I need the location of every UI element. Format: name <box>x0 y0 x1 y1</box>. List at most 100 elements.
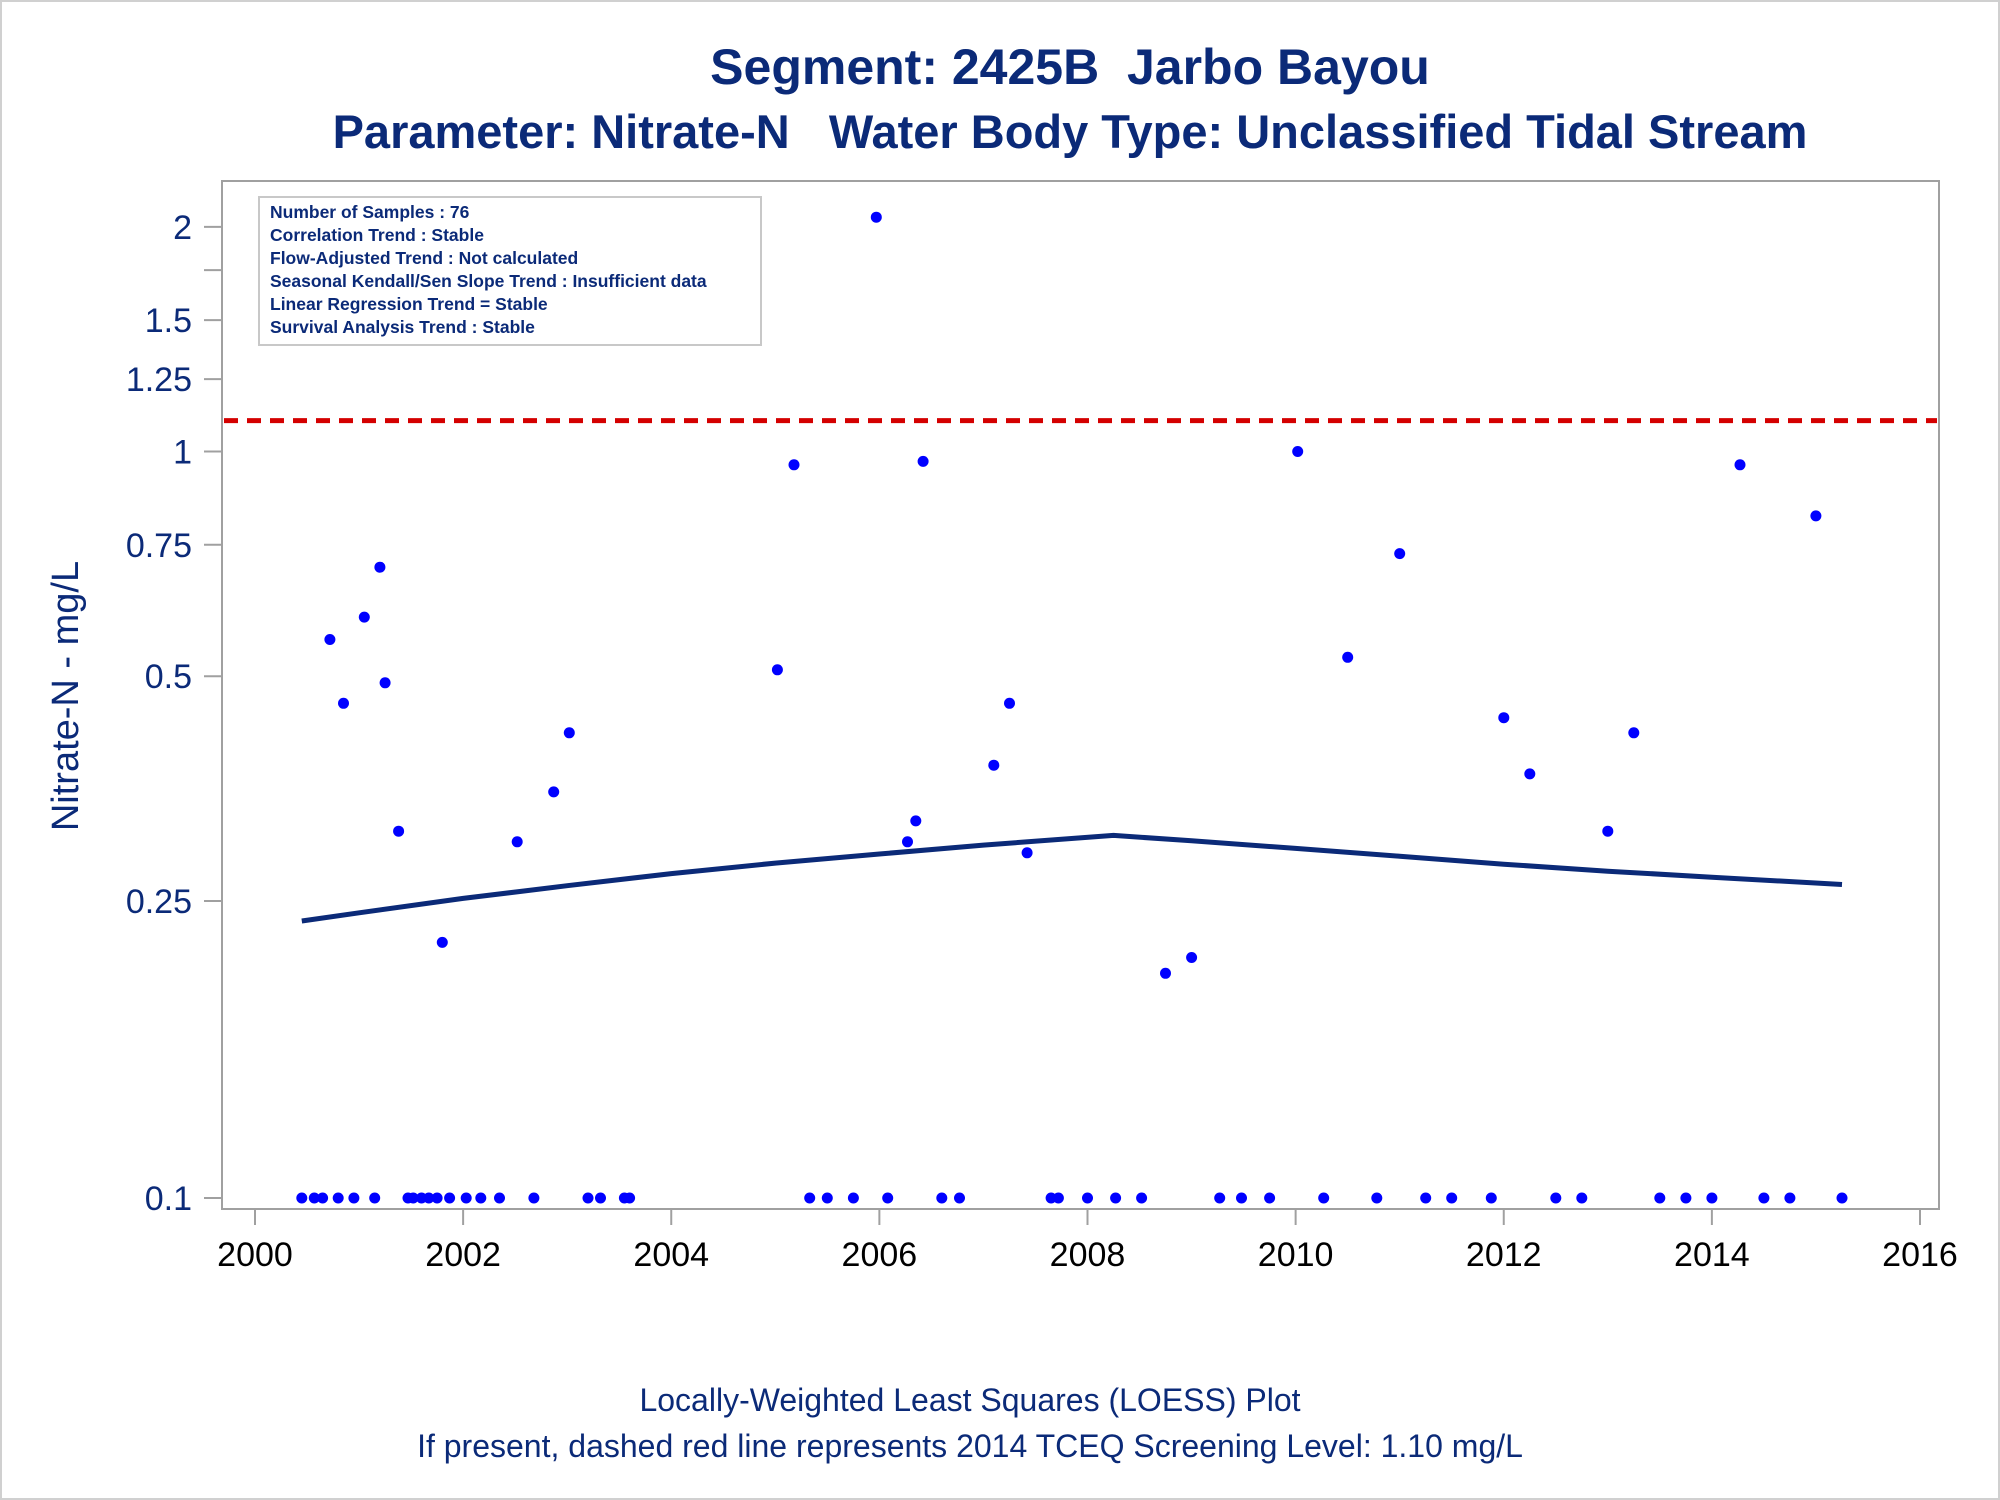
stat-seasonal-kendall-trend: Seasonal Kendall/Sen Slope Trend : Insuf… <box>270 271 707 291</box>
data-point <box>1342 651 1354 663</box>
data-point <box>423 1192 435 1204</box>
data-point <box>1524 768 1536 780</box>
chart-title: Segment: 2425B Jarbo Bayou <box>710 39 1430 95</box>
data-point <box>374 561 386 573</box>
data-point <box>902 836 913 848</box>
data-point <box>1136 1192 1148 1204</box>
data-point <box>1550 1192 1562 1204</box>
data-point <box>563 727 575 739</box>
x-tick-label: 2010 <box>1258 1236 1334 1274</box>
data-point <box>1784 1192 1796 1204</box>
data-point <box>308 1192 320 1204</box>
x-tick-label: 2004 <box>633 1236 709 1274</box>
data-point <box>1394 548 1406 560</box>
stat-linear-regression-trend: Linear Regression Trend = Stable <box>270 294 548 314</box>
y-axis-label: Nitrate-N - mg/L <box>45 561 87 831</box>
data-point <box>460 1192 472 1204</box>
data-point <box>624 1192 636 1204</box>
data-point <box>528 1192 540 1204</box>
data-point <box>431 1192 443 1204</box>
x-tick-label: 2016 <box>1882 1236 1958 1274</box>
y-tick-label: 0.75 <box>126 527 192 565</box>
data-point <box>1264 1192 1276 1204</box>
data-point <box>1292 446 1304 457</box>
data-point <box>407 1192 419 1204</box>
footnote-loess: Locally-Weighted Least Squares (LOESS) P… <box>639 1382 1301 1418</box>
data-point <box>317 1192 329 1204</box>
data-point <box>1485 1192 1497 1204</box>
data-point <box>1110 1192 1122 1204</box>
data-point <box>1160 967 1171 979</box>
data-point <box>804 1192 816 1204</box>
y-tick-label: 0.5 <box>145 658 192 696</box>
statistics-box: Number of Samples : 76 Correlation Trend… <box>258 196 762 346</box>
data-point <box>296 1192 308 1204</box>
data-point <box>332 1192 344 1204</box>
data-point <box>847 1192 859 1204</box>
data-point <box>475 1192 487 1204</box>
data-point <box>379 677 391 689</box>
data-point <box>1758 1192 1770 1204</box>
data-point <box>870 211 882 223</box>
data-point <box>988 759 1000 771</box>
y-tick-label: 0.25 <box>126 883 192 921</box>
data-point <box>324 634 336 645</box>
data-point <box>358 611 370 623</box>
data-point <box>1371 1192 1383 1204</box>
data-point <box>1680 1192 1692 1204</box>
data-point <box>954 1192 965 1204</box>
data-point <box>444 1192 456 1204</box>
data-point <box>1706 1192 1718 1204</box>
data-point <box>1734 459 1746 471</box>
stat-number-of-samples: Number of Samples : 76 <box>270 202 470 222</box>
data-point <box>348 1192 360 1204</box>
data-point <box>1236 1192 1247 1204</box>
data-point <box>788 459 800 471</box>
chart-subtitle: Parameter: Nitrate-N Water Body Type: Un… <box>332 105 1808 158</box>
data-point <box>821 1192 833 1204</box>
data-point <box>1498 712 1510 724</box>
data-point <box>1628 727 1640 739</box>
data-point <box>1082 1192 1093 1204</box>
data-point <box>1214 1192 1226 1204</box>
data-point <box>595 1192 606 1204</box>
data-point <box>494 1192 505 1204</box>
data-point <box>1446 1192 1458 1204</box>
data-point <box>1836 1192 1848 1204</box>
data-point <box>338 697 349 709</box>
data-point <box>1186 952 1198 963</box>
data-point <box>882 1192 894 1204</box>
data-point <box>1318 1192 1330 1204</box>
data-point <box>1602 825 1614 837</box>
y-tick-label: 1.25 <box>126 361 192 399</box>
data-point <box>369 1192 381 1204</box>
data-point <box>393 825 405 837</box>
footnote-screening-level: If present, dashed red line represents 2… <box>417 1428 1523 1464</box>
plot-area-border <box>221 180 1940 1210</box>
data-point <box>1420 1192 1432 1204</box>
x-tick-label: 2008 <box>1050 1236 1126 1274</box>
data-point <box>582 1192 594 1204</box>
data-point <box>1052 1192 1064 1204</box>
stat-flow-adjusted-trend: Flow-Adjusted Trend : Not calculated <box>270 248 579 268</box>
data-point <box>917 455 929 467</box>
x-tick-label: 2012 <box>1466 1236 1542 1274</box>
x-tick-label: 2006 <box>842 1236 918 1274</box>
data-point <box>936 1192 948 1204</box>
x-tick-label: 2002 <box>425 1236 501 1274</box>
y-tick-label: 1 <box>173 434 192 472</box>
x-tick-label: 2014 <box>1674 1236 1750 1274</box>
data-point <box>1004 697 1015 709</box>
data-point <box>910 815 922 827</box>
data-point <box>771 664 783 676</box>
data-point <box>1576 1192 1588 1204</box>
data-point <box>511 836 523 848</box>
y-tick-label: 1.5 <box>145 302 192 340</box>
loess-line <box>301 832 1843 924</box>
stat-survival-analysis-trend: Survival Analysis Trend : Stable <box>270 317 535 337</box>
data-point <box>1021 847 1033 859</box>
data-point <box>1810 510 1822 522</box>
data-point <box>1654 1192 1666 1204</box>
stat-correlation-trend: Correlation Trend : Stable <box>270 225 484 245</box>
